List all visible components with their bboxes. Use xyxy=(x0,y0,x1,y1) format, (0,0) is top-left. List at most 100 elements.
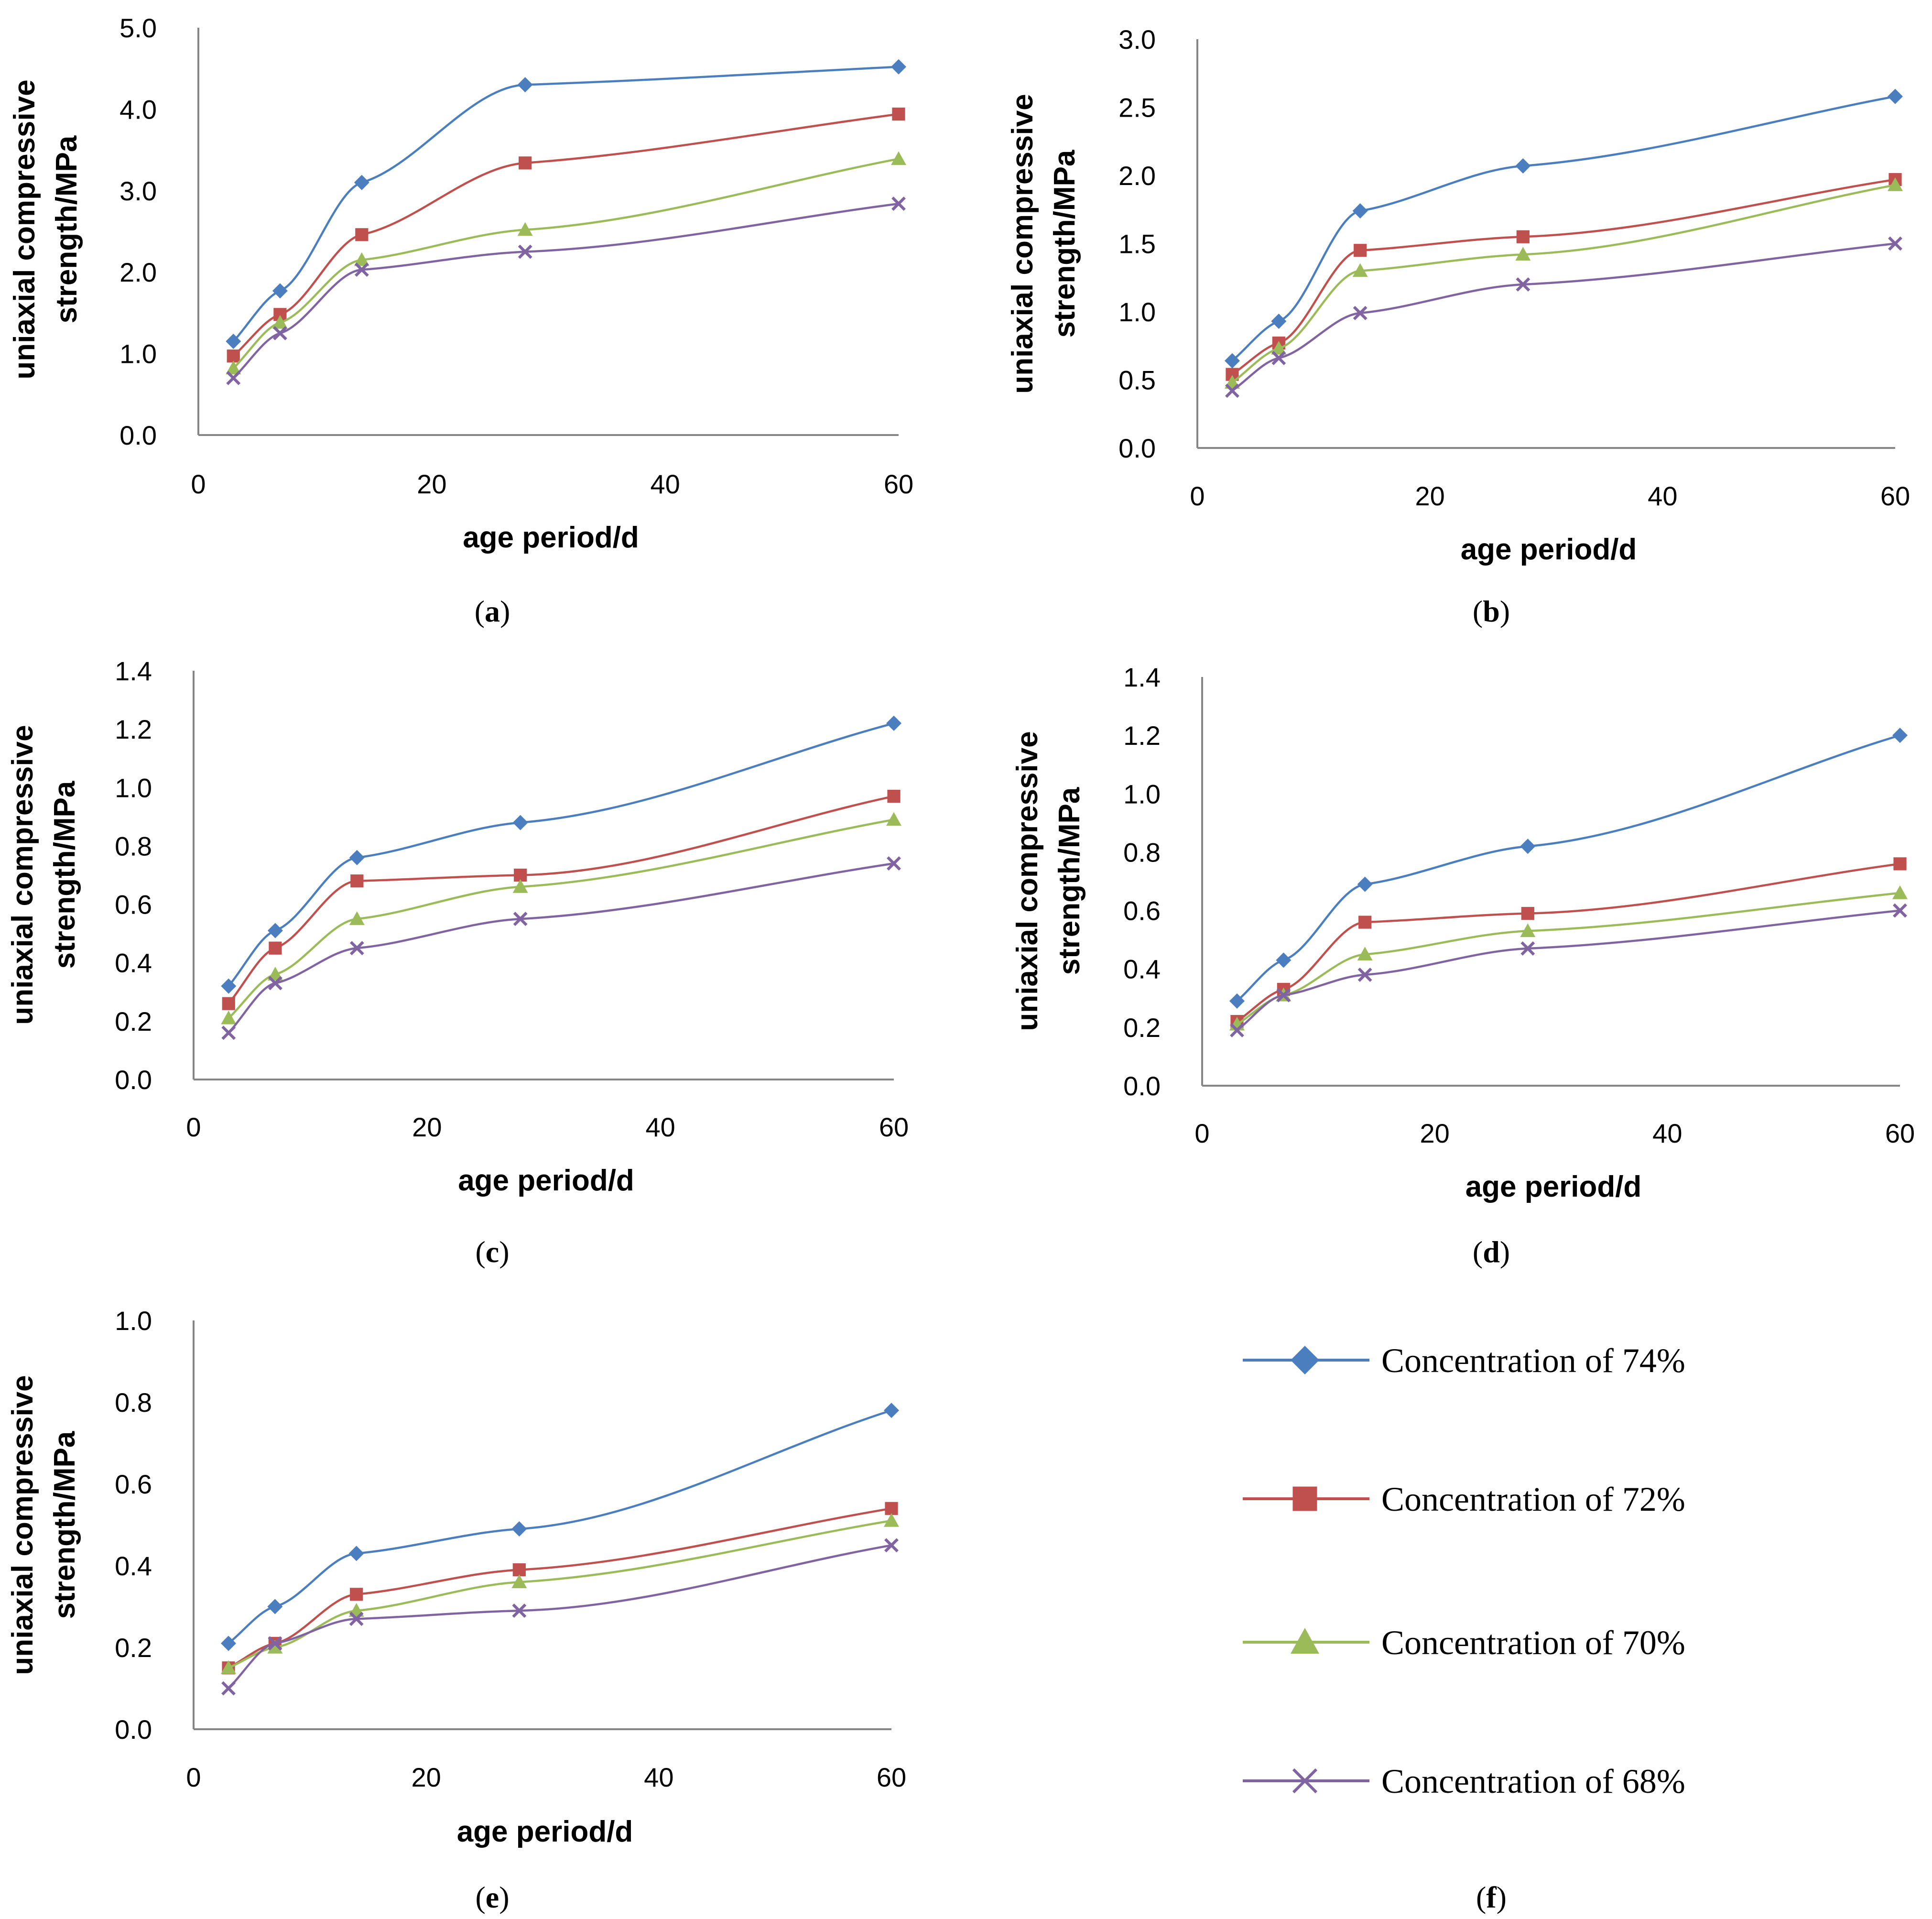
legend-marker-icon xyxy=(1292,1486,1317,1511)
data-point xyxy=(1520,941,1535,956)
x-tick-label: 20 xyxy=(412,1762,441,1792)
data-point xyxy=(350,874,364,888)
x-tick-label: 0 xyxy=(1194,1118,1209,1148)
data-point xyxy=(517,222,533,236)
chart-panel-b: 0.0 0.5 1.0 1.5 2.0 2.5 3.0 0 20 40 60 age period/d… xyxy=(1006,24,1910,628)
legend-marker-icon xyxy=(1291,1628,1319,1654)
x-tick-label: 20 xyxy=(417,469,446,499)
data-point xyxy=(1893,903,1907,918)
x-axis-title: age period/d xyxy=(457,1815,633,1848)
data-point xyxy=(221,978,237,994)
y-axis-title-line1: uniaxial compressive xyxy=(6,725,39,1025)
legend-label: Concentration of 68% xyxy=(1381,1762,1685,1800)
data-point xyxy=(1892,728,1908,743)
y-tick-label: 1.0 xyxy=(1123,779,1161,809)
series-line-2 xyxy=(232,113,899,357)
data-point xyxy=(221,1660,236,1674)
data-point xyxy=(268,976,282,991)
data-point xyxy=(1892,885,1908,899)
data-point xyxy=(891,59,906,75)
x-tick-label: 40 xyxy=(651,469,680,499)
data-point xyxy=(349,1612,364,1626)
x-tick-label: 60 xyxy=(877,1762,906,1792)
data-point xyxy=(1229,993,1245,1009)
series-line-3 xyxy=(228,818,894,1019)
x-axis-title: age period/d xyxy=(1461,533,1637,566)
y-tick-label: 1.4 xyxy=(1123,662,1161,692)
y-tick-label: 1.0 xyxy=(115,1306,152,1336)
data-point xyxy=(269,941,282,955)
y-tick-label: 0.4 xyxy=(1123,954,1161,984)
series-line-4 xyxy=(228,862,894,1034)
data-point xyxy=(1276,988,1291,1003)
y-axis-title-line2: strength/MPa xyxy=(48,1431,81,1619)
x-axis-title: age period/d xyxy=(458,1164,634,1197)
series-line-2 xyxy=(228,795,894,1004)
data-point xyxy=(1893,857,1907,871)
chart-panel-a: 0.0 1.0 2.0 3.0 4.0 5.0 0 20 40 60 age period/d uni… xyxy=(8,13,913,628)
x-tick-label: 0 xyxy=(191,469,206,499)
x-tick-label: 40 xyxy=(646,1112,675,1142)
y-tick-label: 0.4 xyxy=(115,1551,152,1581)
data-point xyxy=(267,1599,283,1614)
data-point xyxy=(1520,839,1536,854)
data-point xyxy=(887,790,901,803)
x-tick-label: 20 xyxy=(1415,481,1445,511)
y-tick-label: 0.0 xyxy=(1118,433,1156,463)
series-line-3 xyxy=(1231,184,1896,384)
y-tick-label: 0.0 xyxy=(1123,1071,1161,1101)
x-tick-label: 60 xyxy=(1880,481,1910,511)
legend: Concentration of 74% Concentration of 72%… xyxy=(1243,1341,1685,1914)
legend-item: Concentration of 68% xyxy=(1243,1762,1685,1800)
y-axis-title-line2: strength/MPa xyxy=(1048,150,1081,338)
data-point xyxy=(349,941,364,956)
data-point xyxy=(1888,177,1903,191)
data-point xyxy=(1358,916,1372,929)
series-line-3 xyxy=(228,1519,892,1669)
data-point xyxy=(511,1574,527,1588)
legend-item: Concentration of 72% xyxy=(1243,1480,1685,1518)
data-point xyxy=(1271,340,1287,355)
y-tick-label: 0.8 xyxy=(1123,837,1161,867)
y-tick-label: 0.8 xyxy=(115,831,152,861)
series-line-2 xyxy=(1236,862,1900,1023)
data-point xyxy=(1353,305,1368,320)
data-point xyxy=(1515,247,1531,261)
y-tick-label: 1.0 xyxy=(119,339,157,369)
y-tick-label: 3.0 xyxy=(119,176,157,206)
data-point xyxy=(226,334,241,349)
y-tick-label: 0.2 xyxy=(115,1006,152,1036)
legend-label: Concentration of 74% xyxy=(1381,1341,1685,1380)
data-point xyxy=(512,879,528,893)
data-point xyxy=(354,252,369,266)
x-tick-label: 40 xyxy=(1648,481,1677,511)
x-tick-label: 60 xyxy=(1885,1118,1915,1148)
series-line-4 xyxy=(1231,242,1896,392)
x-tick-label: 40 xyxy=(1652,1118,1682,1148)
y-tick-label: 0.6 xyxy=(115,890,152,920)
data-point xyxy=(221,1636,236,1651)
data-point xyxy=(519,156,532,170)
y-tick-label: 1.2 xyxy=(1123,720,1161,751)
x-tick-label: 0 xyxy=(186,1762,201,1792)
data-point xyxy=(884,1403,899,1418)
data-point xyxy=(885,1502,898,1515)
data-point xyxy=(1352,203,1368,219)
data-point xyxy=(512,1563,526,1577)
series-line-4 xyxy=(232,202,899,379)
legend-marker-icon xyxy=(1292,1768,1318,1794)
y-tick-label: 4.0 xyxy=(119,94,157,124)
series-line-3 xyxy=(232,158,899,369)
y-tick-label: 0.0 xyxy=(115,1714,152,1745)
data-point xyxy=(891,196,906,211)
panel-caption: (b) xyxy=(1473,594,1510,628)
data-point xyxy=(272,326,287,340)
y-axis-title-line1: uniaxial compressive xyxy=(1011,731,1044,1031)
data-point xyxy=(1357,947,1373,960)
data-point xyxy=(1357,968,1372,982)
data-point xyxy=(354,262,369,277)
series-line-3 xyxy=(1236,892,1900,1025)
data-point xyxy=(886,715,901,731)
panel-caption: (d) xyxy=(1473,1235,1510,1269)
